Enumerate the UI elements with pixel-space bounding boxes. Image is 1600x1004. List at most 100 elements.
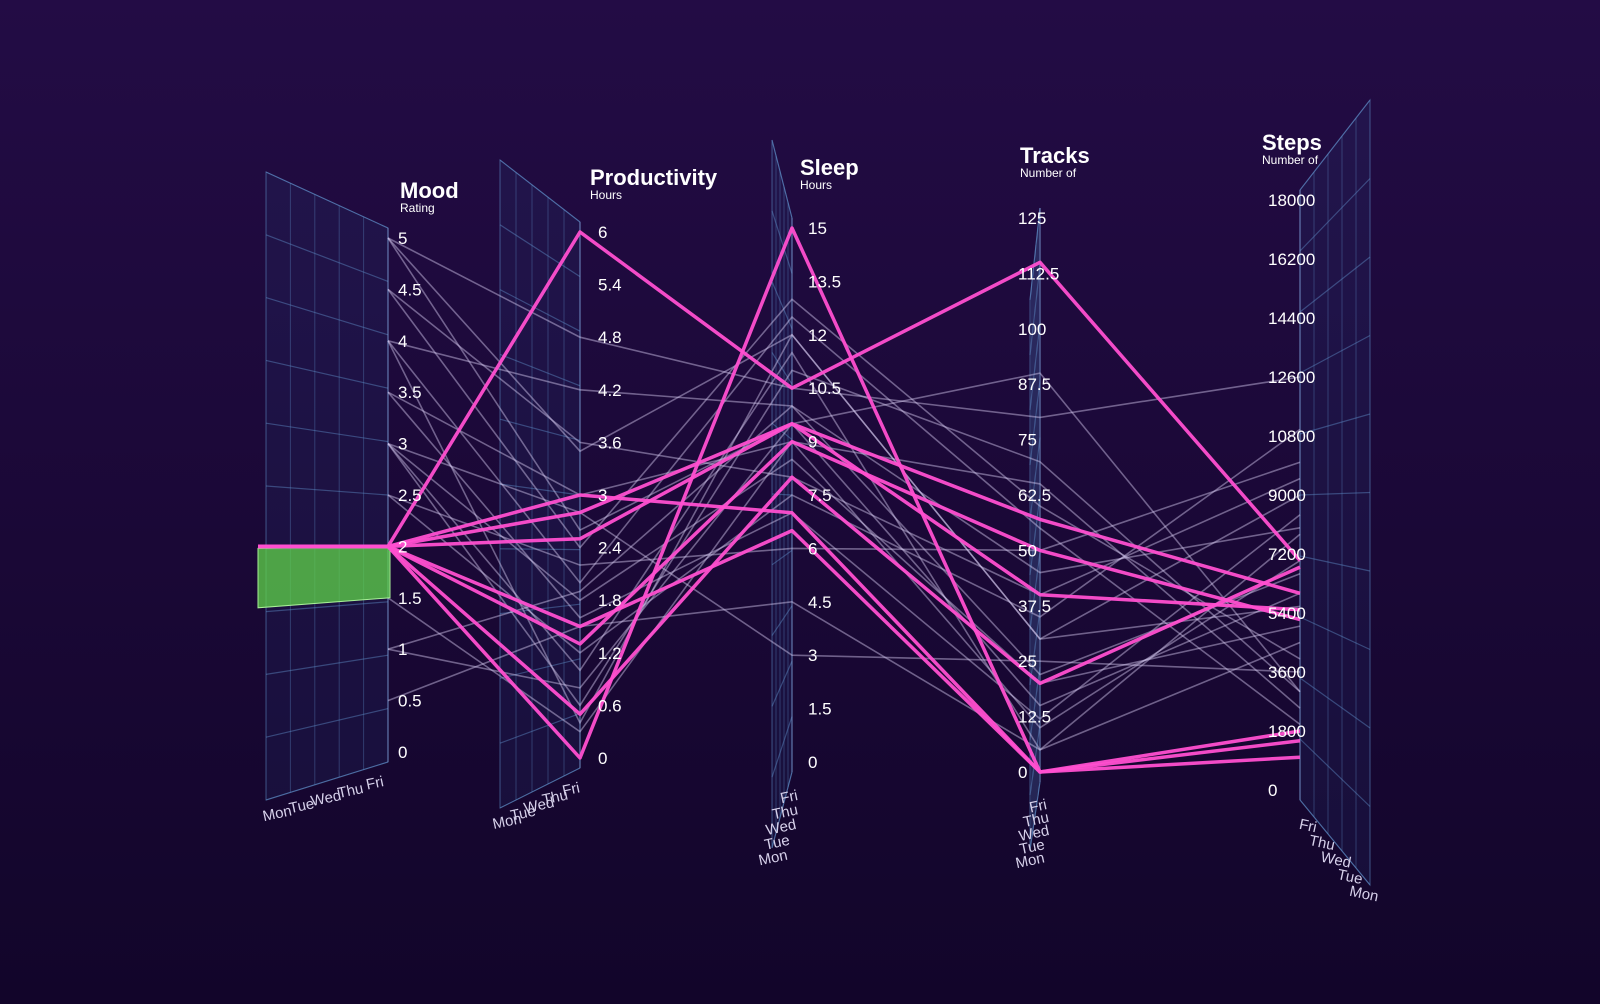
panel-plane xyxy=(265,171,389,801)
tick-label: 12600 xyxy=(1268,368,1315,387)
context-line xyxy=(387,315,1301,726)
day-label: Mon xyxy=(491,810,523,833)
axis-title-mood: Mood xyxy=(400,178,459,203)
context-line xyxy=(387,288,1301,660)
tick-label: 50 xyxy=(1018,541,1037,560)
grid-line xyxy=(771,716,793,778)
grid-line xyxy=(1299,677,1371,729)
grid-line xyxy=(265,761,389,801)
axis-subtitle: Number of xyxy=(1262,153,1319,167)
grid-line xyxy=(499,548,581,551)
context-line xyxy=(387,600,1301,751)
day-label: Wed xyxy=(1319,849,1352,872)
day-label: Fri xyxy=(779,787,800,807)
tick-label: 0 xyxy=(398,743,407,762)
grid-line xyxy=(771,660,793,707)
tick-label: 12.5 xyxy=(1018,708,1051,727)
axis-title-sleep: Sleep xyxy=(800,155,859,180)
grid-line xyxy=(265,359,389,389)
day-label: Mon xyxy=(261,802,293,825)
axis-subtitle: Hours xyxy=(590,188,622,202)
grid-line xyxy=(499,658,581,679)
day-label: Mon xyxy=(757,847,789,870)
grid-line xyxy=(499,289,581,332)
grid-line xyxy=(265,601,389,613)
panel-mood xyxy=(265,171,389,801)
day-label: Tue xyxy=(1336,866,1364,888)
grid-line xyxy=(1299,616,1371,651)
grid-line xyxy=(499,483,581,496)
axis-subtitle: Hours xyxy=(800,178,832,192)
tick-label: 6 xyxy=(808,539,817,558)
tick-label: 15 xyxy=(808,219,827,238)
day-label: Thu xyxy=(771,801,800,823)
grid-line xyxy=(499,353,581,387)
highlight-line-fri xyxy=(258,528,1301,774)
grid-line xyxy=(1299,491,1371,496)
grid-line xyxy=(1029,265,1041,356)
tick-label: 16200 xyxy=(1268,250,1315,269)
tick-label: 0 xyxy=(1018,763,1027,782)
grid-line xyxy=(1299,738,1371,807)
grid-line xyxy=(771,352,793,385)
day-label: Fri xyxy=(365,773,386,793)
axis-subtitle: Rating xyxy=(400,201,435,215)
tick-label: 1 xyxy=(398,640,407,659)
day-label: Wed xyxy=(764,816,797,839)
grid-line xyxy=(1029,207,1041,301)
tick-label: 7.5 xyxy=(808,486,832,505)
grid-line xyxy=(1029,322,1041,411)
grid-line xyxy=(265,297,389,336)
panel-sleep xyxy=(771,139,793,849)
tick-label: 7200 xyxy=(1268,545,1306,564)
axis-title-steps: Steps xyxy=(1262,130,1322,155)
axis-panels xyxy=(265,98,1371,887)
day-label: Thu xyxy=(1308,832,1337,854)
grid-line xyxy=(1299,178,1371,252)
grid-line xyxy=(499,224,581,278)
tick-label: 4.5 xyxy=(398,280,422,299)
grid-line xyxy=(771,605,793,636)
day-label: Wed xyxy=(309,787,342,810)
grid-line xyxy=(1029,494,1041,576)
tick-label: 0 xyxy=(808,753,817,772)
day-label: Fri xyxy=(561,779,582,799)
tick-label: 14400 xyxy=(1268,309,1315,328)
tick-label: 5400 xyxy=(1268,604,1306,623)
day-label: Fri xyxy=(1028,796,1049,816)
tick-label: 25 xyxy=(1018,652,1037,671)
axis-labels: MoodRating54.543.532.521.510.50MonTueWed… xyxy=(261,130,1380,905)
day-label: Thu xyxy=(1022,809,1051,831)
tick-label: 3 xyxy=(808,646,817,665)
tick-label: 9000 xyxy=(1268,486,1306,505)
day-label: Wed xyxy=(1017,822,1050,845)
tick-label: 4.8 xyxy=(598,328,622,347)
day-label: Tue xyxy=(509,803,537,825)
tick-label: 0 xyxy=(1268,781,1277,800)
tick-label: 0.6 xyxy=(598,696,622,715)
axis-title-tracks: Tracks xyxy=(1020,143,1090,168)
grid-line xyxy=(1299,555,1371,572)
grid-line xyxy=(265,485,389,496)
grid-line xyxy=(499,767,581,809)
mood-brush xyxy=(257,545,391,609)
context-line xyxy=(387,442,1301,685)
axis-subtitle: Number of xyxy=(1020,166,1077,180)
day-label: Tue xyxy=(1018,836,1046,858)
tick-label: 4 xyxy=(398,332,407,351)
day-label: Fri xyxy=(1298,816,1319,836)
tick-label: 2.4 xyxy=(598,539,622,558)
grid-line xyxy=(265,234,389,282)
context-line xyxy=(387,351,1301,751)
grid-line xyxy=(1029,609,1041,686)
day-label: Tue xyxy=(288,795,316,817)
tick-label: 0.5 xyxy=(398,692,422,711)
tick-label: 1.8 xyxy=(598,591,622,610)
grid-line xyxy=(1029,437,1041,521)
tick-label: 112.5 xyxy=(1018,264,1059,283)
tick-label: 62.5 xyxy=(1018,486,1051,505)
day-label: Wed xyxy=(522,794,555,817)
context-line xyxy=(387,340,1301,574)
tick-label: 4.2 xyxy=(598,381,622,400)
